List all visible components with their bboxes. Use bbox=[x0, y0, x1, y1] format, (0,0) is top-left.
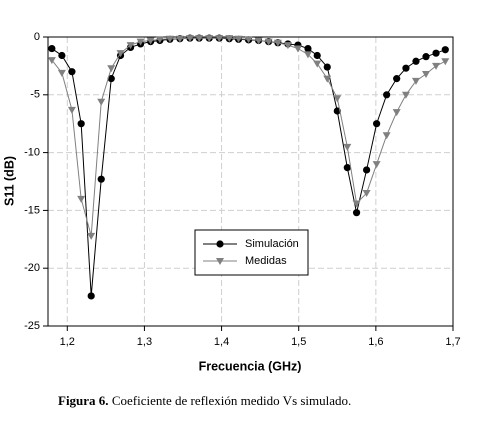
marker bbox=[185, 35, 194, 43]
marker bbox=[352, 200, 361, 208]
x-tick-label: 1,7 bbox=[445, 336, 460, 348]
marker bbox=[363, 166, 371, 174]
marker bbox=[57, 69, 66, 77]
marker bbox=[205, 35, 214, 43]
marker bbox=[77, 195, 86, 203]
caption: Figura 6. Coeficiente de reflexión medid… bbox=[58, 393, 351, 408]
x-tick-label: 1,6 bbox=[368, 336, 383, 348]
marker bbox=[155, 36, 164, 44]
marker bbox=[68, 68, 76, 76]
marker bbox=[313, 60, 322, 68]
marker bbox=[87, 292, 95, 300]
marker bbox=[58, 51, 66, 60]
marker bbox=[77, 120, 85, 128]
marker bbox=[343, 164, 351, 172]
marker bbox=[422, 53, 430, 61]
marker bbox=[304, 44, 312, 53]
marker bbox=[392, 109, 401, 117]
marker bbox=[87, 232, 96, 240]
marker bbox=[333, 95, 342, 103]
x-axis-label: Frecuencia (GHz) bbox=[199, 359, 302, 373]
marker bbox=[372, 161, 381, 169]
marker bbox=[412, 57, 420, 65]
marker bbox=[313, 51, 321, 60]
marker bbox=[195, 35, 204, 43]
marker bbox=[323, 75, 332, 83]
marker bbox=[48, 44, 56, 53]
y-tick-label: 0 bbox=[34, 31, 40, 43]
y-tick-label: -10 bbox=[24, 147, 40, 159]
marker bbox=[362, 190, 371, 198]
marker bbox=[126, 42, 135, 50]
marker bbox=[215, 35, 224, 43]
marker bbox=[97, 98, 106, 106]
marker bbox=[107, 75, 115, 83]
marker bbox=[343, 143, 352, 151]
marker bbox=[67, 106, 76, 114]
marker bbox=[382, 132, 391, 140]
x-tick-label: 1,4 bbox=[214, 336, 229, 348]
marker bbox=[273, 39, 282, 47]
legend-label: Simulación bbox=[245, 238, 299, 250]
marker bbox=[383, 91, 391, 99]
legend-marker bbox=[216, 258, 224, 265]
marker bbox=[432, 62, 441, 70]
marker bbox=[411, 77, 420, 85]
y-tick-label: -5 bbox=[30, 89, 40, 101]
y-tick-label: -15 bbox=[24, 204, 40, 216]
x-tick-label: 1,3 bbox=[137, 336, 152, 348]
y-tick-label: -20 bbox=[24, 262, 40, 274]
marker bbox=[352, 209, 361, 217]
legend-label: Medidas bbox=[245, 255, 287, 267]
marker bbox=[422, 70, 430, 78]
caption-label: Figura 6. bbox=[58, 393, 109, 408]
caption-text: Coeficiente de reflexión medido Vs simul… bbox=[112, 393, 351, 408]
legend-marker bbox=[216, 240, 224, 248]
marker bbox=[136, 38, 145, 46]
marker bbox=[393, 75, 401, 83]
marker bbox=[107, 65, 116, 73]
marker bbox=[323, 63, 331, 71]
marker bbox=[401, 91, 410, 99]
marker bbox=[254, 37, 263, 45]
marker bbox=[146, 37, 155, 45]
marker bbox=[432, 49, 440, 57]
marker bbox=[234, 35, 243, 43]
marker bbox=[116, 50, 125, 58]
x-tick-label: 1,5 bbox=[291, 336, 306, 348]
marker bbox=[47, 57, 56, 65]
marker bbox=[244, 36, 253, 44]
marker bbox=[165, 35, 174, 43]
marker bbox=[441, 58, 450, 66]
legend-box bbox=[194, 229, 309, 276]
marker bbox=[373, 120, 381, 128]
y-axis-label: S11 (dB) bbox=[2, 156, 16, 206]
marker bbox=[402, 64, 410, 72]
marker bbox=[283, 42, 292, 50]
marker bbox=[97, 175, 105, 183]
marker bbox=[441, 46, 449, 54]
marker bbox=[264, 38, 273, 46]
x-tick-label: 1,2 bbox=[60, 336, 75, 348]
marker bbox=[303, 51, 312, 59]
y-tick-label: -25 bbox=[24, 320, 40, 332]
marker bbox=[293, 45, 302, 53]
marker bbox=[225, 35, 234, 43]
marker bbox=[175, 35, 184, 43]
